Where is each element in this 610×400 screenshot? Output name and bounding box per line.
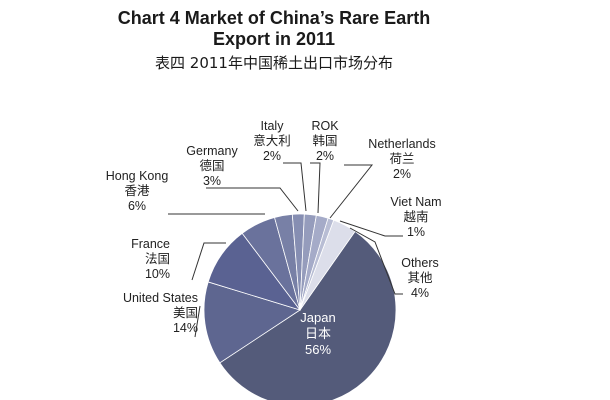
slice-label-germany-name-cn: 德国 [199, 158, 224, 173]
slice-label-japan-value: 56% [305, 342, 331, 357]
slice-label-germany-name: Germany [186, 144, 238, 158]
leader-lines [168, 162, 403, 338]
leader-line-united-states [194, 305, 201, 338]
slice-label-viet-nam-name: Viet Nam [390, 195, 441, 209]
chart-title-line1: Chart 4 Market of China’s Rare Earth [118, 8, 430, 28]
slice-label-others-name-cn: 其他 [407, 271, 433, 285]
slice-label-hong-kong-value: 6% [128, 199, 146, 213]
leader-line-rok [310, 162, 321, 214]
slice-label-viet-nam-value: 1% [407, 225, 425, 239]
leader-line-others [349, 227, 403, 295]
slice-label-hong-kong-name: Hong Kong [106, 169, 169, 183]
slice-label-japan-name-cn: 日本 [305, 326, 331, 341]
chart-title-line2: Export in 2011 [213, 29, 335, 49]
leader-line-viet-nam [339, 220, 403, 237]
slice-label-hong-kong-name-cn: 香港 [124, 184, 150, 198]
slice-label-france-value: 10% [145, 267, 170, 281]
slice-label-italy-value: 2% [263, 149, 281, 163]
slice-label-rok-value: 2% [316, 149, 334, 163]
slice-label-rok-name-cn: 韩国 [312, 133, 337, 148]
leader-line-netherlands [329, 164, 374, 219]
slice-label-germany-value: 3% [203, 174, 221, 188]
leader-line-germany [206, 187, 299, 212]
slice-label-united-states-name-cn: 美国 [173, 306, 198, 320]
slice-label-united-states-value: 14% [173, 321, 198, 335]
pie-slices [203, 213, 397, 400]
slice-label-france-name-cn: 法国 [145, 252, 170, 266]
slice-label-italy-name: Italy [261, 119, 285, 133]
leader-line-italy [283, 162, 307, 212]
slice-label-japan-name: Japan [300, 310, 335, 325]
slice-label-rok-name: ROK [311, 119, 339, 133]
chart-subtitle: 表四 2011年中国稀土出口市场分布 [155, 54, 393, 72]
slice-label-italy-name-cn: 意大利 [253, 133, 291, 148]
slice-label-others-name: Others [401, 256, 439, 270]
slice-label-united-states-name: United States [123, 291, 198, 305]
slice-label-netherlands-name: Netherlands [368, 137, 435, 151]
leader-line-france [191, 242, 226, 281]
slice-label-viet-nam-name-cn: 越南 [403, 209, 428, 224]
slice-japan [219, 230, 397, 400]
slice-label-others-value: 4% [411, 286, 429, 300]
slice-label-netherlands-value: 2% [393, 167, 411, 181]
slice-united-states [203, 281, 301, 364]
slice-label-netherlands-name-cn: 荷兰 [389, 152, 414, 166]
slice-label-france-name: France [131, 237, 170, 251]
